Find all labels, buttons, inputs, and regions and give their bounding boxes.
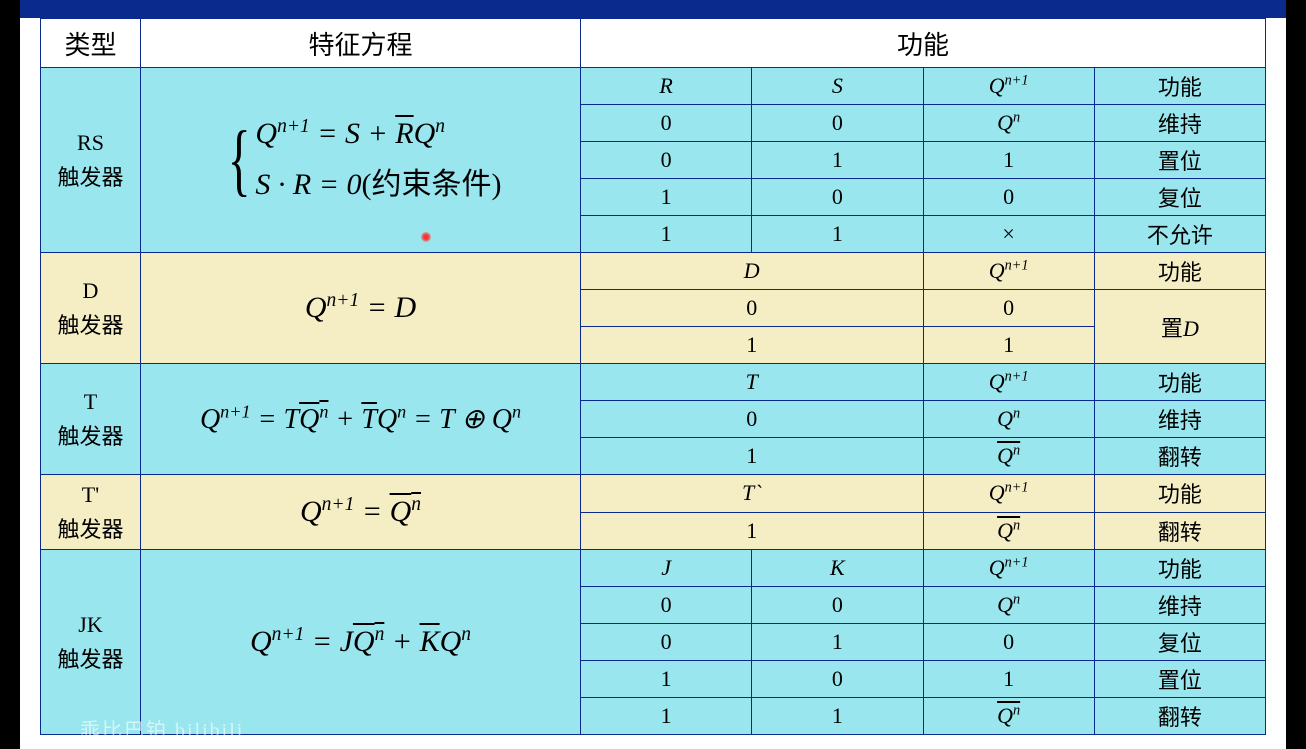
d-row-hdr: D 触发器 Qn+1 = D D Qn+1 功能 (41, 253, 1266, 290)
d-func: 置D (1094, 290, 1265, 364)
jk-row-hdr: JK 触发器 Qn+1 = JQn + KQn J K Qn+1 功能 (41, 550, 1266, 587)
rs-equation: { Qn+1 = S + RQn S · R = 0(约束条件) (141, 68, 581, 253)
rs-row-hdr: RS 触发器 { Qn+1 = S + RQn S · R = 0(约束条件) … (41, 68, 1266, 105)
hdr-function: 功能 (581, 19, 1266, 68)
d-equation: Qn+1 = D (141, 253, 581, 364)
rs-constraint: (约束条件) (362, 168, 502, 201)
t-row-hdr: T 触发器 Qn+1 = TQn + TQn = T ⊕ Qn T Qn+1 功… (41, 364, 1266, 401)
flip-flop-table: 类型 特征方程 功能 RS 触发器 { Qn+1 = S + RQn S · R… (40, 18, 1266, 735)
rs-c0: R (581, 68, 752, 105)
hdr-type: 类型 (41, 19, 141, 68)
jk-equation: Qn+1 = JQn + KQn (141, 550, 581, 735)
pointer-dot (421, 232, 431, 242)
page: 类型 特征方程 功能 RS 触发器 { Qn+1 = S + RQn S · R… (20, 0, 1286, 749)
rs-type: RS 触发器 (41, 68, 141, 253)
header-row: 类型 特征方程 功能 (41, 19, 1266, 68)
tp-row-hdr: T' 触发器 Qn+1 = Qn T` Qn+1 功能 (41, 475, 1266, 513)
rs-name-2: 触发器 (57, 165, 123, 190)
rs-name-1: RS (77, 130, 104, 155)
jk-type: JK 触发器 (41, 550, 141, 735)
tp-equation: Qn+1 = Qn (141, 475, 581, 550)
t-type: T 触发器 (41, 364, 141, 475)
rs-c2: Qn+1 (923, 68, 1094, 105)
topbar (20, 0, 1286, 18)
hdr-equation: 特征方程 (141, 19, 581, 68)
t-equation: Qn+1 = TQn + TQn = T ⊕ Qn (141, 364, 581, 475)
d-type: D 触发器 (41, 253, 141, 364)
tp-type: T' 触发器 (41, 475, 141, 550)
rs-c3: 功能 (1094, 68, 1265, 105)
rs-c1: S (752, 68, 923, 105)
